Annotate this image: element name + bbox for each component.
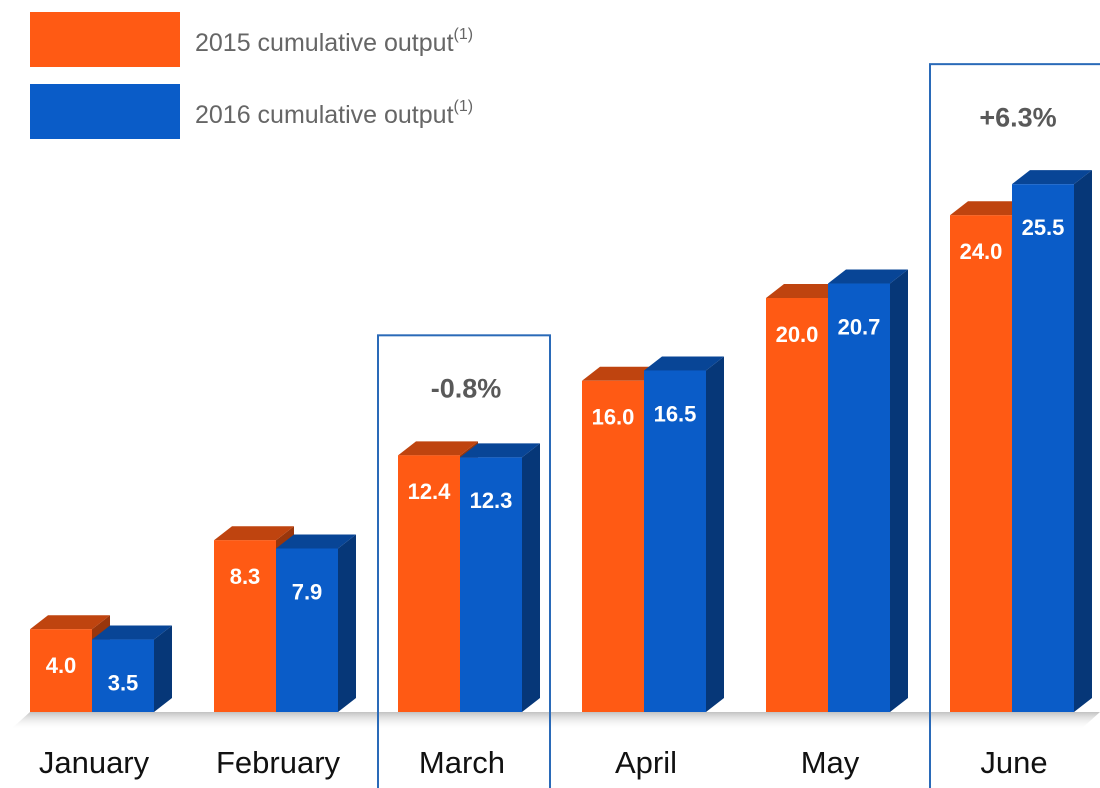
bar-front — [276, 548, 338, 712]
legend-swatch — [30, 12, 180, 67]
bar-front — [1012, 184, 1074, 712]
bar-top — [582, 366, 662, 381]
data-label: 25.5 — [1022, 215, 1065, 240]
bar-front — [828, 283, 890, 712]
bar-top — [460, 443, 540, 458]
data-label: 24.0 — [960, 239, 1003, 264]
bar-side — [706, 356, 724, 712]
bar-front — [950, 215, 1012, 712]
data-label: 8.3 — [230, 564, 261, 589]
bar-front — [644, 370, 706, 712]
data-label: 16.0 — [592, 405, 635, 430]
data-label: 3.5 — [108, 670, 139, 695]
bar-front — [460, 457, 522, 712]
bar-front — [214, 540, 276, 712]
legend-name: 2016 cumulative output — [195, 101, 454, 129]
bar-top — [214, 526, 294, 541]
highlight-box — [377, 334, 551, 788]
x-tick-label: April — [615, 745, 677, 780]
bar — [460, 443, 540, 712]
bar — [92, 625, 172, 712]
bar-side — [522, 443, 540, 712]
data-label: 4.0 — [46, 653, 77, 678]
data-label: 20.0 — [776, 322, 819, 347]
legend-label: 2015 cumulative output(1) — [195, 26, 473, 56]
x-tick-label: March — [419, 745, 505, 780]
bar — [644, 356, 724, 712]
data-label: 12.3 — [470, 488, 513, 513]
bar-front — [766, 298, 828, 712]
legend-name: 2015 cumulative output — [195, 29, 454, 57]
bar-front — [398, 455, 460, 712]
bar-top — [766, 284, 846, 298]
legend-note: (1) — [454, 98, 474, 115]
bar-top — [92, 625, 172, 640]
data-label: 16.5 — [654, 401, 697, 426]
x-tick-label: May — [801, 745, 860, 780]
bar — [1012, 170, 1092, 712]
bar-front — [30, 629, 92, 712]
annotation: +6.3% — [979, 102, 1056, 132]
legend-swatch — [30, 84, 180, 139]
bar-top — [828, 269, 908, 284]
floor-shadow — [10, 712, 1100, 730]
bar — [828, 269, 908, 712]
legend-note: (1) — [454, 26, 474, 43]
data-label: 20.7 — [838, 314, 881, 339]
bar-top — [276, 534, 356, 549]
bar-top — [398, 441, 478, 456]
x-tick-label: February — [216, 745, 341, 780]
bar-top — [30, 615, 110, 630]
bar-side — [338, 534, 356, 712]
data-label: 7.9 — [292, 579, 323, 604]
data-label: 12.4 — [408, 479, 452, 504]
bar-top — [1012, 170, 1092, 185]
bar-side — [890, 269, 908, 712]
x-tick-label: June — [980, 745, 1047, 780]
bar-side — [1074, 170, 1092, 712]
legend-label: 2016 cumulative output(1) — [195, 98, 473, 128]
bar-front — [582, 380, 644, 712]
bar-top — [950, 201, 1030, 216]
bar-front — [92, 639, 154, 712]
highlight-box — [929, 63, 1100, 788]
annotation: -0.8% — [431, 373, 502, 403]
bar — [276, 534, 356, 712]
bar-side — [154, 625, 172, 712]
bar-top — [644, 356, 724, 371]
x-tick-label: January — [39, 745, 150, 780]
